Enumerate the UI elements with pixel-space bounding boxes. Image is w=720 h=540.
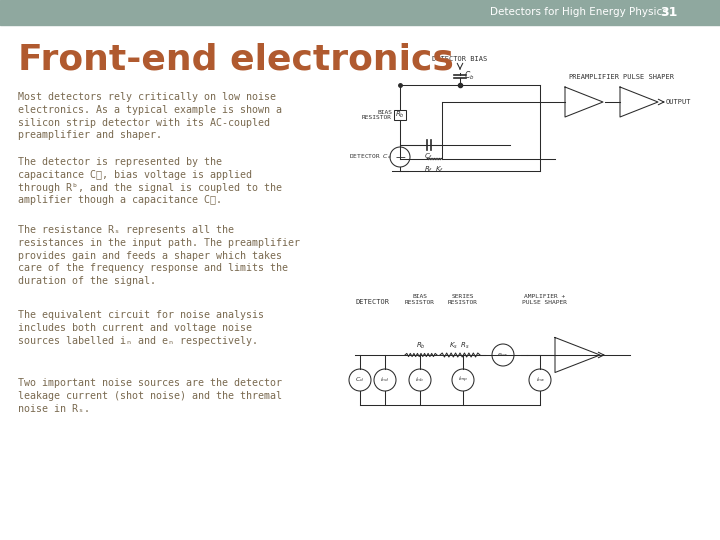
Text: DETECTOR $C_d$: DETECTOR $C_d$ (349, 152, 392, 161)
Text: $C_f$: $C_f$ (424, 152, 433, 162)
Text: The equivalent circuit for noise analysis
includes both current and voltage nois: The equivalent circuit for noise analysi… (18, 310, 264, 346)
Text: $i_{nb}$: $i_{nb}$ (415, 375, 425, 384)
Text: $C_b$: $C_b$ (464, 69, 474, 82)
Text: $i_{nd}$: $i_{nd}$ (380, 375, 390, 384)
Text: $R_b$: $R_b$ (395, 110, 405, 120)
Text: BIAS
RESISTOR: BIAS RESISTOR (405, 294, 435, 305)
Text: The detector is represented by the
capacitance Cᴅ, bias voltage is applied
throu: The detector is represented by the capac… (18, 157, 282, 205)
Text: AMPLIFIER +
PULSE SHAPER: AMPLIFIER + PULSE SHAPER (523, 294, 567, 305)
Text: SERIES
RESISTOR: SERIES RESISTOR (448, 294, 478, 305)
Text: OUTPUT: OUTPUT (666, 99, 691, 105)
Text: $C_d$: $C_d$ (356, 375, 364, 384)
Text: BIAS
RESISTOR: BIAS RESISTOR (362, 110, 392, 120)
Text: Front-end electronics: Front-end electronics (18, 43, 454, 77)
Text: $R_b$: $R_b$ (416, 341, 426, 351)
Text: 31: 31 (660, 6, 678, 19)
Text: $i_{mp}$: $i_{mp}$ (458, 375, 468, 385)
Text: DETECTOR BIAS: DETECTOR BIAS (433, 56, 487, 62)
Text: $e_{na}$: $e_{na}$ (498, 351, 508, 359)
Text: DETECTOR: DETECTOR (356, 299, 390, 305)
Bar (394, 110, 406, 120)
Text: $i_{na}$: $i_{na}$ (536, 375, 544, 384)
Text: $R_f$  $K_f$: $R_f$ $K_f$ (424, 165, 444, 175)
Text: Most detectors rely critically on low noise
electronics. As a typical example is: Most detectors rely critically on low no… (18, 92, 282, 140)
Bar (0, 0, 720, 25)
Text: —: — (395, 152, 405, 162)
Text: $K_s$  $R_s$: $K_s$ $R_s$ (449, 341, 471, 351)
Text: The resistance Rₛ represents all the
resistances in the input path. The preampli: The resistance Rₛ represents all the res… (18, 225, 300, 286)
Text: Two important noise sources are the detector
leakage current (shot noise) and th: Two important noise sources are the dete… (18, 378, 282, 414)
Text: PULSE SHAPER: PULSE SHAPER (623, 74, 674, 80)
Text: Detectors for High Energy Physics: Detectors for High Energy Physics (490, 8, 667, 17)
Text: PREAMPLIFIER: PREAMPLIFIER (568, 74, 619, 80)
